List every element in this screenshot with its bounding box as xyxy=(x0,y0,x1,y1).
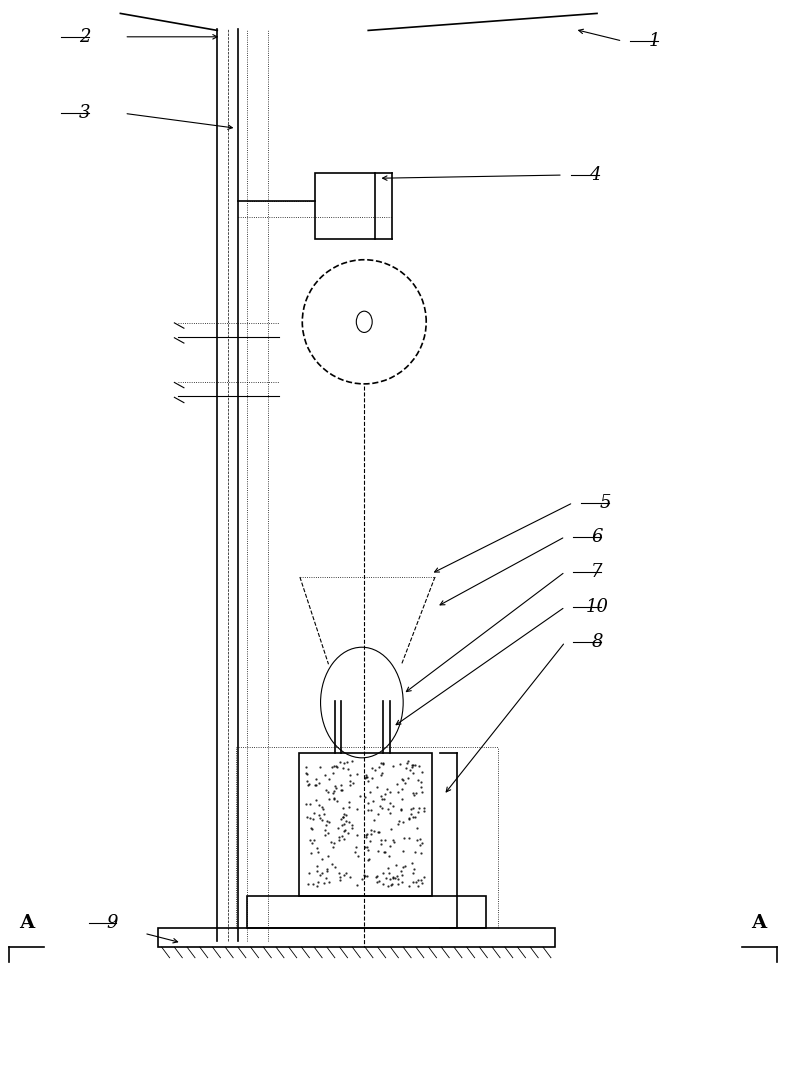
Text: 6: 6 xyxy=(591,528,602,545)
Text: 9: 9 xyxy=(106,914,118,932)
Bar xyxy=(315,173,374,238)
Text: 8: 8 xyxy=(591,633,602,651)
Text: 4: 4 xyxy=(589,166,600,184)
Text: 2: 2 xyxy=(79,28,90,46)
Text: A: A xyxy=(751,914,766,932)
Text: 10: 10 xyxy=(586,598,609,616)
Bar xyxy=(299,753,432,896)
Bar xyxy=(247,896,486,928)
Bar xyxy=(158,928,555,947)
Text: A: A xyxy=(19,914,34,932)
Text: 1: 1 xyxy=(649,32,660,50)
Text: 5: 5 xyxy=(599,494,610,512)
Text: 3: 3 xyxy=(79,105,90,122)
Text: 7: 7 xyxy=(591,562,602,580)
